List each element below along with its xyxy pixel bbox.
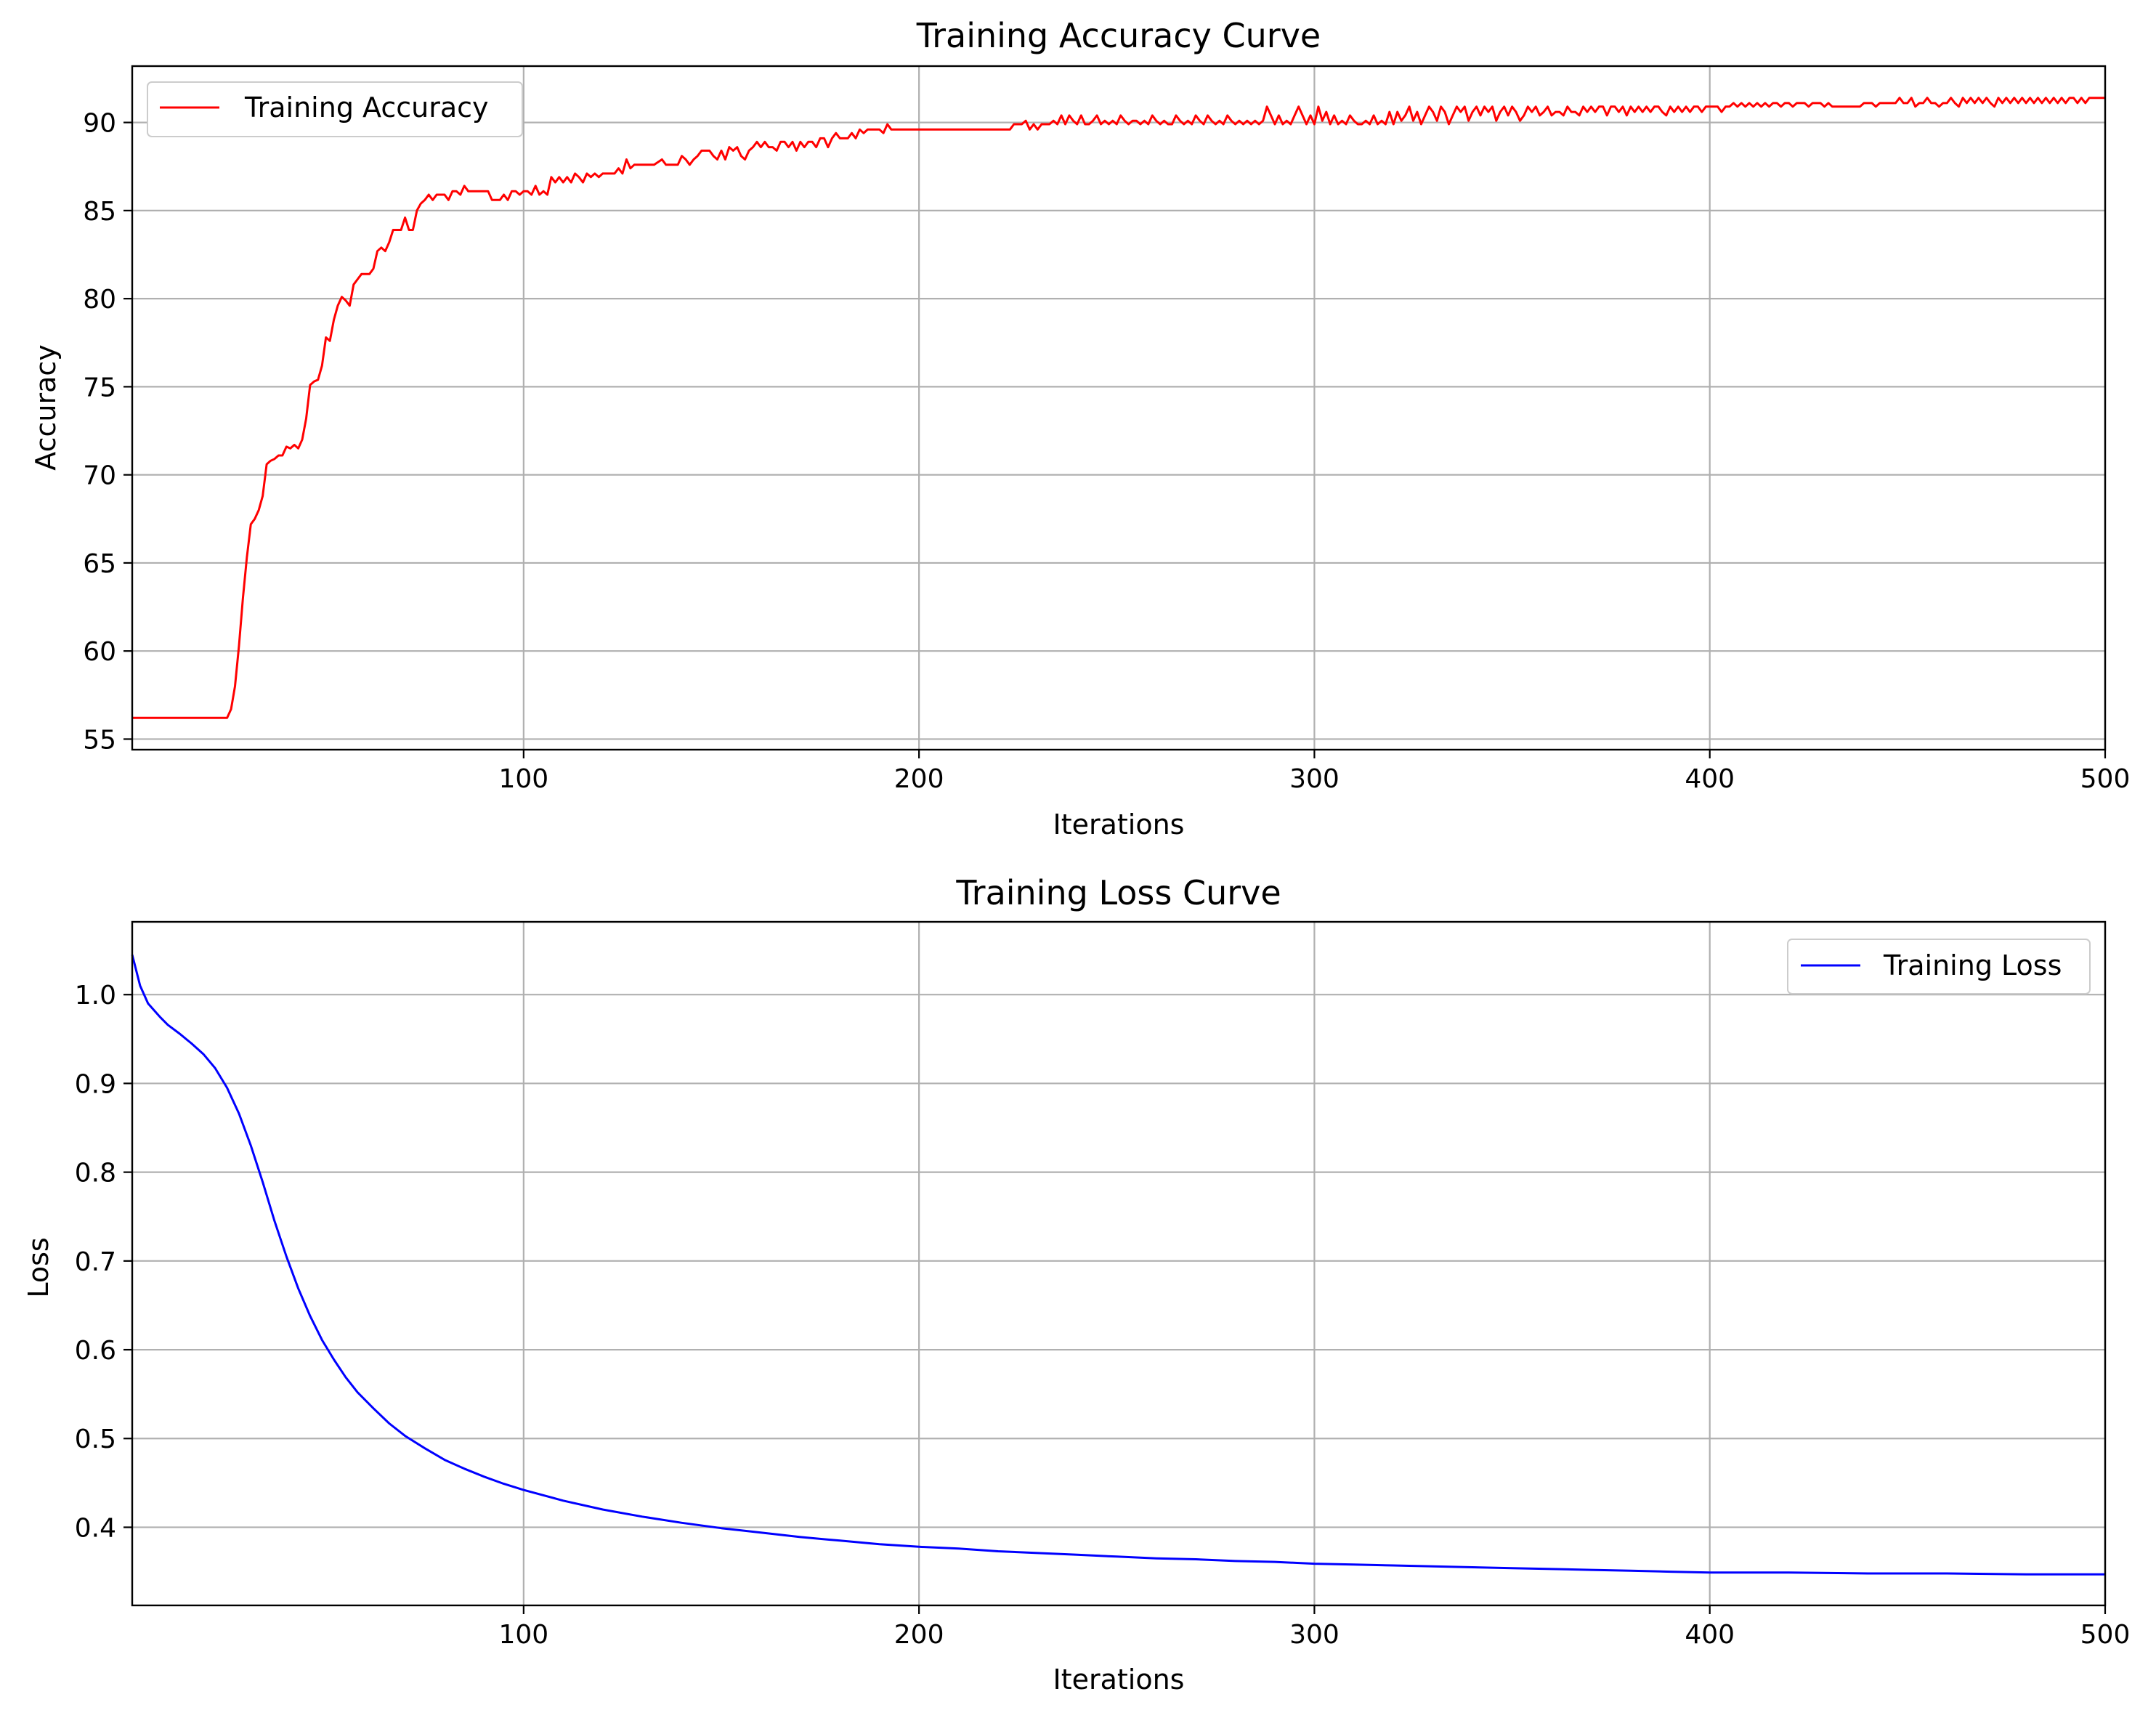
y-tick-label: 0.5	[75, 1425, 116, 1454]
x-tick-label: 100	[498, 764, 548, 794]
x-tick-label: 300	[1289, 764, 1340, 794]
x-tick-label: 500	[2080, 764, 2131, 794]
series-lines	[132, 97, 2105, 719]
y-tick-label: 75	[83, 373, 116, 402]
plot-frame	[131, 920, 2107, 1607]
x-tick-label: 500	[2080, 1620, 2131, 1650]
accuracy-chart: Training Accuracy Curve 100 200 300 400 500 …	[30, 16, 2130, 840]
x-tick-label: 100	[498, 1620, 548, 1650]
y-tick-label: 55	[83, 725, 116, 755]
grid	[132, 922, 2107, 1605]
legend-label-training-accuracy: Training Accuracy	[244, 92, 489, 123]
y-axis-label: Accuracy	[30, 344, 62, 471]
x-axis-label: Iterations	[1053, 1664, 1185, 1695]
y-tick-label: 1.0	[75, 981, 116, 1010]
plot-frame	[131, 65, 2107, 751]
y-tick-label: 60	[83, 637, 116, 667]
x-tick-label: 200	[894, 764, 944, 794]
y-tick-label: 70	[83, 461, 116, 491]
series-line-training-accuracy	[132, 97, 2105, 719]
y-tick-label: 85	[83, 197, 116, 227]
x-tick-label: 400	[1685, 1620, 1735, 1650]
chart-title: Training Loss Curve	[955, 873, 1281, 912]
x-tick-label: 200	[894, 1620, 944, 1650]
y-tick-label: 0.8	[75, 1159, 116, 1188]
legend-box	[1787, 939, 2091, 994]
series-lines	[131, 954, 2105, 1576]
legend: Training Accuracy	[147, 81, 523, 137]
series-line-training-loss	[131, 954, 2105, 1576]
x-tick-label: 400	[1685, 764, 1735, 794]
y-ticks: 55 60 65 70 75 80 85 90	[83, 109, 132, 755]
x-ticks: 100 200 300 400 500	[498, 750, 2130, 794]
y-ticks: 0.4 0.5 0.6 0.7 0.8 0.9 1.0	[75, 981, 132, 1543]
y-tick-label: 0.6	[75, 1336, 116, 1366]
y-tick-label: 90	[83, 109, 116, 139]
chart-title: Training Accuracy Curve	[916, 16, 1321, 55]
y-tick-label: 0.9	[75, 1069, 116, 1099]
y-axis-label: Loss	[23, 1237, 54, 1297]
y-tick-label: 80	[83, 285, 116, 315]
x-ticks: 100 200 300 400 500	[498, 1605, 2130, 1650]
grid	[132, 66, 2107, 750]
y-tick-label: 0.7	[75, 1247, 116, 1277]
legend-box	[147, 81, 523, 137]
y-tick-label: 0.4	[75, 1513, 116, 1543]
loss-chart: Training Loss Curve 100 200 300 400 500 0.40…	[23, 873, 2130, 1695]
legend-label-training-loss: Training Loss	[1883, 949, 2062, 981]
x-axis-label: Iterations	[1053, 809, 1185, 840]
legend: Training Loss	[1787, 939, 2091, 994]
y-tick-label: 65	[83, 549, 116, 579]
x-tick-label: 300	[1289, 1620, 1340, 1650]
